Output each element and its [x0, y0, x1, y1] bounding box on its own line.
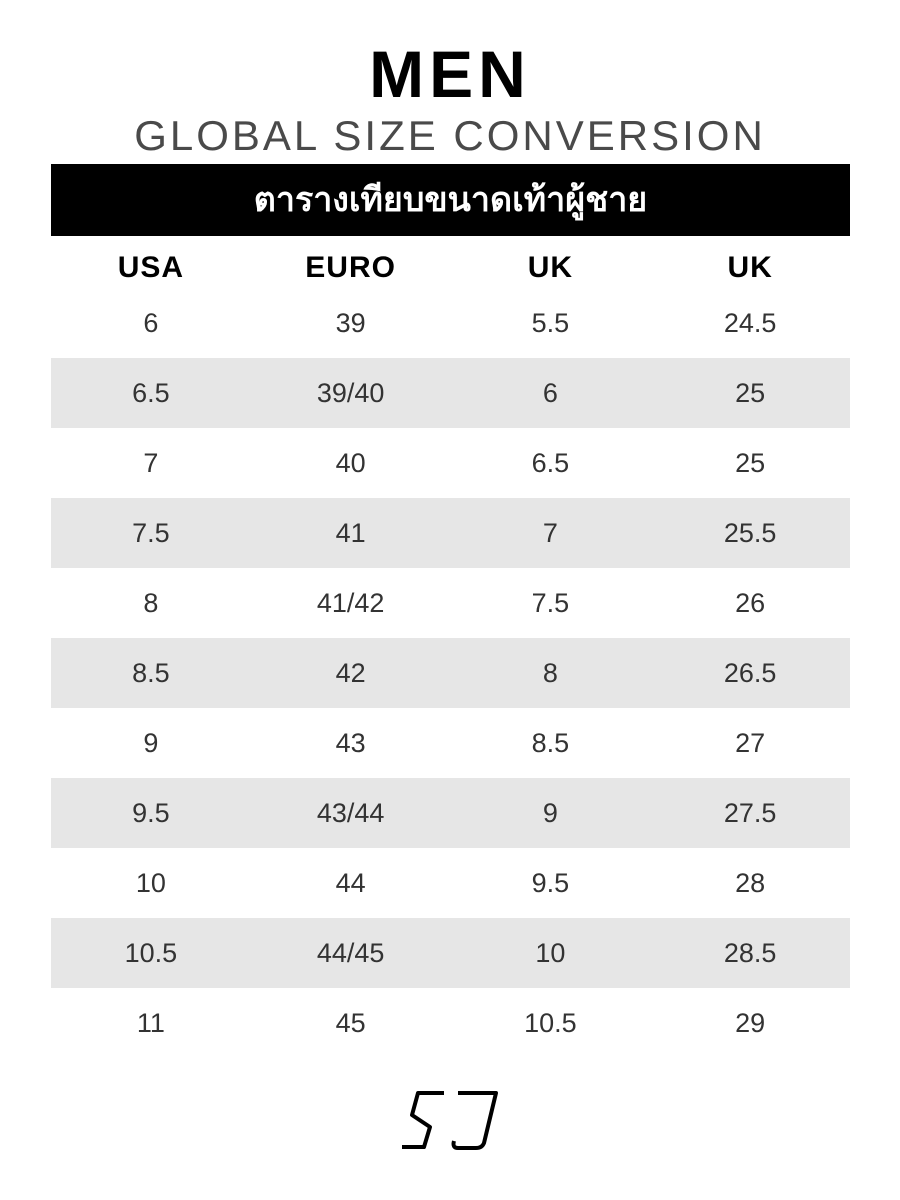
table-row: 6 39 5.5 24.5	[51, 288, 850, 358]
table-cell: 44/45	[316, 937, 385, 968]
table-row: 7.5 41 7 25.5	[51, 498, 850, 568]
table-cell: 29	[735, 1007, 766, 1038]
table-cell: 9	[542, 797, 558, 828]
table-row: 8.5 42 8 26.5	[51, 638, 850, 708]
table-cell: 27.5	[723, 797, 777, 828]
table-cell: 26	[735, 587, 766, 618]
table-cell: 8.5	[132, 657, 170, 688]
sj-logo	[402, 1091, 498, 1150]
table-cell: 42	[335, 657, 366, 688]
table-cell: 10.5	[524, 1007, 577, 1038]
header-euro: EURO	[305, 251, 396, 284]
table-cell: 43/44	[316, 797, 385, 828]
table-cell: 8	[143, 587, 159, 618]
table-cell: 10	[135, 867, 166, 898]
table-cell: 28	[735, 867, 766, 898]
table-cell: 45	[335, 1007, 366, 1038]
table-cell: 6.5	[531, 447, 570, 478]
table-row: 10 44 9.5 28	[51, 848, 850, 918]
table-cell: 11	[136, 1007, 165, 1038]
table-cell: 6.5	[132, 377, 170, 408]
table-cell: 43	[335, 727, 366, 758]
table-cell: 6	[542, 377, 558, 408]
size-table: USA EURO UK UK 6 39 5.5 24.5 6.5 39/40 6 25 7 40 6…	[51, 248, 850, 1058]
table-cell: 5.5	[531, 307, 570, 338]
table-row: 9 43 8.5 27	[51, 708, 850, 778]
table-cell: 39/40	[316, 377, 385, 408]
table-cell: 8.5	[531, 727, 570, 758]
table-row: 9.5 43/44 9 27.5	[51, 778, 850, 848]
table-cell: 41/42	[316, 587, 385, 618]
table-cell: 8	[542, 657, 558, 688]
table-cell: 7.5	[531, 587, 570, 618]
table-cell: 26.5	[723, 657, 777, 688]
table-header: USA EURO UK UK	[51, 248, 850, 288]
table-cell: 25	[735, 377, 766, 408]
table-cell: 40	[335, 447, 366, 478]
table-cell: 28.5	[723, 937, 777, 968]
table-cell: 9	[143, 727, 159, 758]
table-cell: 10.5	[124, 937, 178, 968]
table-row: 10.5 44/45 10 28.5	[51, 918, 850, 988]
table-row: 6.5 39/40 6 25	[51, 358, 850, 428]
table-cell: 9.5	[531, 867, 570, 898]
table-row: 8 41/42 7.5 26	[51, 568, 850, 638]
table-cell: 7	[143, 447, 159, 478]
table-cell: 7	[542, 517, 558, 548]
table-cell: 39	[335, 307, 366, 338]
table-cell: 44	[335, 867, 366, 898]
table-cell: 41	[335, 517, 366, 548]
table-cell: 27	[735, 727, 766, 758]
table-cell: 7.5	[132, 517, 170, 548]
table-row: 11 45 10.5 29	[51, 988, 850, 1058]
table-cell: 9.5	[132, 797, 170, 828]
header-uk-2: UK	[727, 251, 773, 284]
table-row: 7 40 6.5 25	[51, 428, 850, 498]
table-cell: 24.5	[723, 307, 777, 338]
page-title: MEN	[369, 37, 531, 111]
table-cell: 25.5	[723, 517, 777, 548]
table-cell: 25	[735, 447, 766, 478]
table-cell: 6	[143, 307, 159, 338]
page-subtitle: GLOBAL SIZE CONVERSION	[134, 112, 766, 159]
header-usa: USA	[117, 251, 185, 284]
header-uk: UK	[527, 251, 574, 284]
table-cell: 10	[535, 937, 566, 968]
thai-banner: ตารางเทียบขนาดเท้าผู้ชาย	[51, 164, 850, 236]
